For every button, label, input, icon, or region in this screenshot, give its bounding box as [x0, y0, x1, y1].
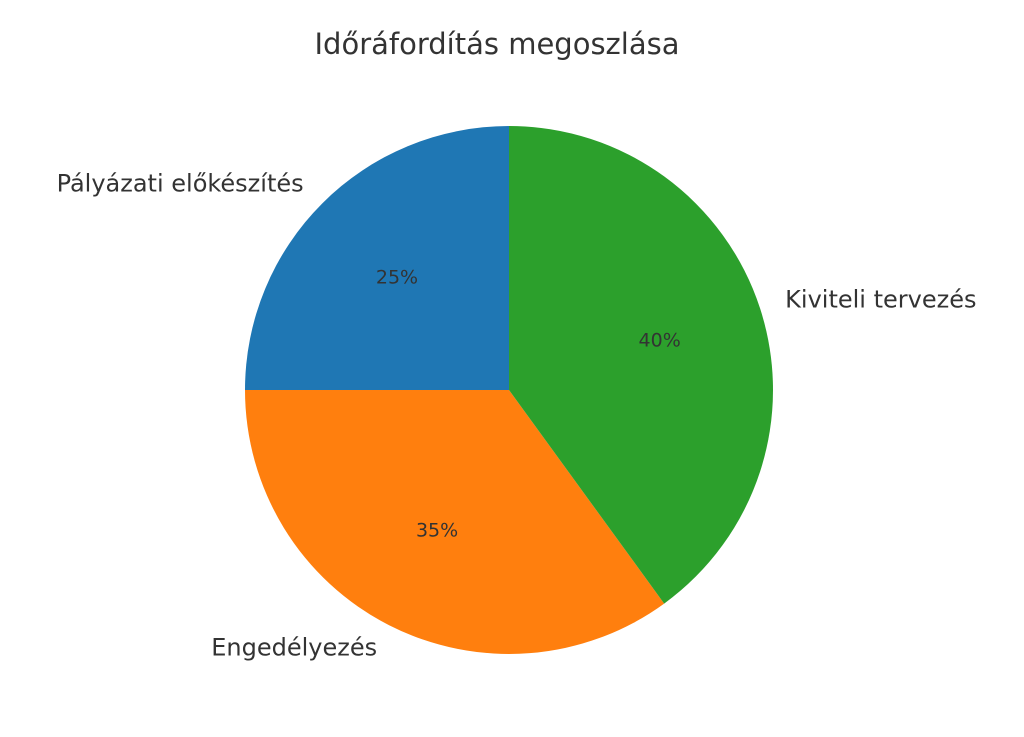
pie-slice — [245, 390, 665, 655]
value-label: 25% — [376, 266, 418, 288]
value-label: 35% — [416, 520, 458, 542]
pie-slice — [245, 126, 509, 390]
chart-title: Időráfordítás megoszlása — [315, 27, 680, 61]
slice-label: Kiviteli tervezés — [785, 285, 976, 313]
pie-slice — [509, 126, 774, 604]
slice-label: Engedélyezés — [211, 634, 377, 662]
value-label: 40% — [639, 330, 681, 352]
slice-label: Pályázati előkészítés — [57, 170, 304, 198]
